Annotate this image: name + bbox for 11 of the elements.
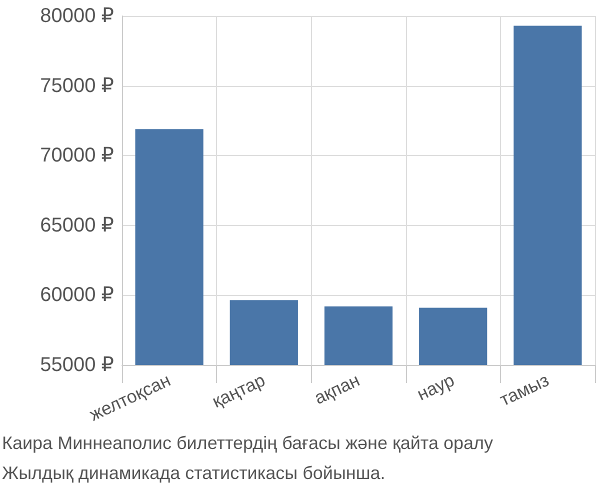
y-tick-label: 55000 ₽ <box>40 354 114 376</box>
text: Каира Миннеаполис билеттердің бағасы және қайта оралу <box>2 433 494 453</box>
x-tick-label: наур <box>414 370 458 404</box>
y-tick-label: 75000 ₽ <box>40 74 114 97</box>
text: Жылдық динамикада статистикасы бойынша. <box>2 463 386 483</box>
x-tick-label: ақпан <box>311 370 363 408</box>
y-tick-label: 60000 ₽ <box>40 284 114 306</box>
y-tick-label: 70000 ₽ <box>40 144 114 167</box>
y-tick-label: 80000 ₽ <box>40 5 114 27</box>
y-tick-label: 65000 ₽ <box>40 214 114 236</box>
x-tick-label: тамыз <box>496 370 552 410</box>
